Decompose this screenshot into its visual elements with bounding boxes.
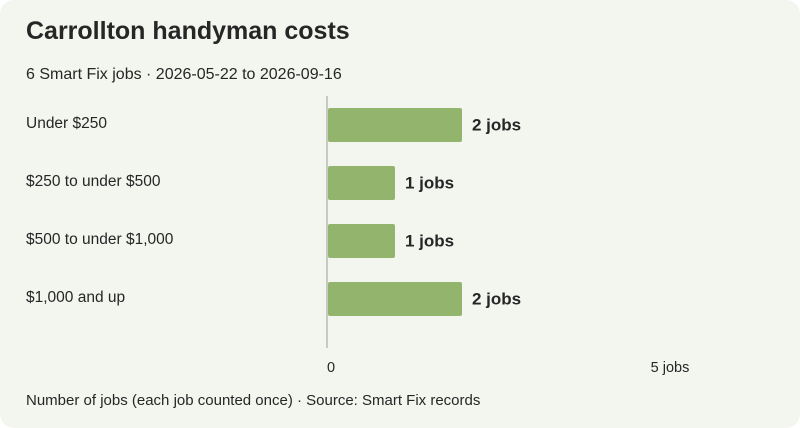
- bar-value-label: 1 jobs: [405, 173, 454, 192]
- chart-footnote: Number of jobs (each job counted once) ·…: [26, 392, 481, 409]
- bar-value-label: 1 jobs: [405, 231, 454, 250]
- category-label: $500 to under $1,000: [26, 231, 174, 248]
- chart-subtitle: 6 Smart Fix jobs · 2026-05-22 to 2026-09…: [26, 66, 342, 83]
- bar: [328, 282, 462, 316]
- bar: [328, 166, 395, 200]
- bar: [328, 108, 462, 142]
- category-label: $1,000 and up: [26, 289, 125, 306]
- bar: [328, 224, 395, 258]
- bar-value-label: 2 jobs: [472, 289, 521, 308]
- bar-value-label: 2 jobs: [472, 115, 521, 134]
- x-tick-label: 5 jobs: [651, 360, 690, 376]
- category-label: Under $250: [26, 115, 107, 132]
- chart-title: Carrollton handyman costs: [26, 17, 350, 45]
- category-label: $250 to under $500: [26, 173, 161, 190]
- x-tick-label: 0: [327, 360, 335, 376]
